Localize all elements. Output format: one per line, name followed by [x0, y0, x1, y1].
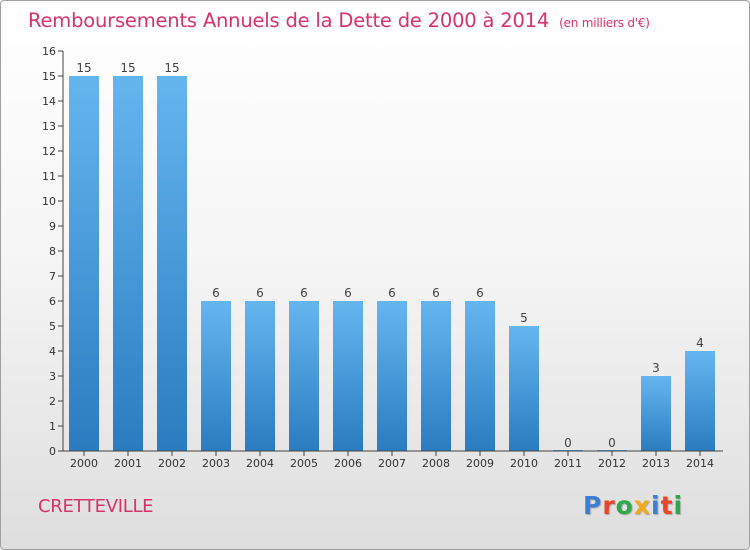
x-tick-label: 2013	[642, 457, 670, 470]
bars-group	[69, 76, 715, 451]
data-labels: 15 15 15 6 6 6 6 6 6 6 5 0 0 3 4	[76, 61, 703, 450]
bar-2005	[289, 301, 319, 451]
x-tick-label: 2008	[422, 457, 450, 470]
y-tick-label: 5	[49, 320, 56, 333]
y-tick-label: 2	[49, 395, 56, 408]
data-label: 0	[608, 436, 616, 450]
y-tick-label: 10	[42, 195, 56, 208]
commune-name: CRETTEVILLE	[38, 496, 154, 517]
y-tick-label: 8	[49, 245, 56, 258]
x-tick-label: 2011	[554, 457, 582, 470]
logo-letter: x	[633, 491, 651, 520]
data-label: 15	[164, 61, 179, 75]
chart-title-unit: (en milliers d'€)	[559, 16, 650, 30]
logo-letter: t	[660, 491, 674, 520]
logo-letter: o	[615, 491, 634, 520]
x-tick-label: 2006	[334, 457, 362, 470]
bar-2013	[641, 376, 671, 451]
proxiti-logo[interactable]: Proxiti	[583, 491, 683, 520]
logo-letter: i	[651, 491, 661, 520]
y-tick-label: 3	[49, 370, 56, 383]
x-tick-label: 2009	[466, 457, 494, 470]
y-tick-label: 0	[49, 445, 56, 458]
bar-2000	[69, 76, 99, 451]
chart-title: Remboursements Annuels de la Dette de 20…	[28, 9, 650, 32]
data-label: 6	[388, 286, 396, 300]
data-label: 0	[564, 436, 572, 450]
data-label: 6	[256, 286, 264, 300]
y-tick-label: 16	[42, 45, 56, 58]
x-tick-label: 2014	[686, 457, 714, 470]
bar-2010	[509, 326, 539, 451]
x-tick-label: 2007	[378, 457, 406, 470]
bar-2002	[157, 76, 187, 451]
data-label: 6	[344, 286, 352, 300]
x-tick-label: 2012	[598, 457, 626, 470]
bar-2001	[113, 76, 143, 451]
y-tick-label: 7	[49, 270, 56, 283]
x-tick-label: 2003	[202, 457, 230, 470]
y-tick-label: 4	[49, 345, 56, 358]
y-tick-label: 14	[42, 95, 56, 108]
x-tick-label: 2004	[246, 457, 274, 470]
bar-2009	[465, 301, 495, 451]
x-tick-label: 2002	[158, 457, 186, 470]
bar-2004	[245, 301, 275, 451]
data-label: 5	[520, 311, 528, 325]
bar-2007	[377, 301, 407, 451]
y-tick-label: 9	[49, 220, 56, 233]
x-axis-ticks: 2000 2001 2002 2003 2004 2005 2006 2007 2008 2009…	[70, 451, 714, 470]
x-tick-label: 2001	[114, 457, 142, 470]
data-label: 6	[300, 286, 308, 300]
logo-letter: r	[602, 491, 616, 520]
y-tick-label: 11	[42, 170, 56, 183]
logo-letter: i	[673, 491, 684, 520]
logo-letter: P	[583, 491, 603, 520]
bar-2014	[685, 351, 715, 451]
y-tick-label: 12	[42, 145, 56, 158]
x-tick-label: 2000	[70, 457, 98, 470]
x-tick-label: 2005	[290, 457, 318, 470]
bar-2006	[333, 301, 363, 451]
y-tick-label: 15	[42, 70, 56, 83]
y-tick-label: 13	[42, 120, 56, 133]
data-label: 6	[476, 286, 484, 300]
bar-2008	[421, 301, 451, 451]
data-label: 4	[696, 336, 704, 350]
chart-title-text: Remboursements Annuels de la Dette de 20…	[28, 9, 550, 32]
y-tick-label: 1	[49, 420, 56, 433]
x-tick-label: 2010	[510, 457, 538, 470]
data-label: 6	[432, 286, 440, 300]
data-label: 6	[212, 286, 220, 300]
data-label: 15	[76, 61, 91, 75]
bar-2003	[201, 301, 231, 451]
data-label: 3	[652, 361, 660, 375]
data-label: 15	[120, 61, 135, 75]
y-tick-label: 6	[49, 295, 56, 308]
